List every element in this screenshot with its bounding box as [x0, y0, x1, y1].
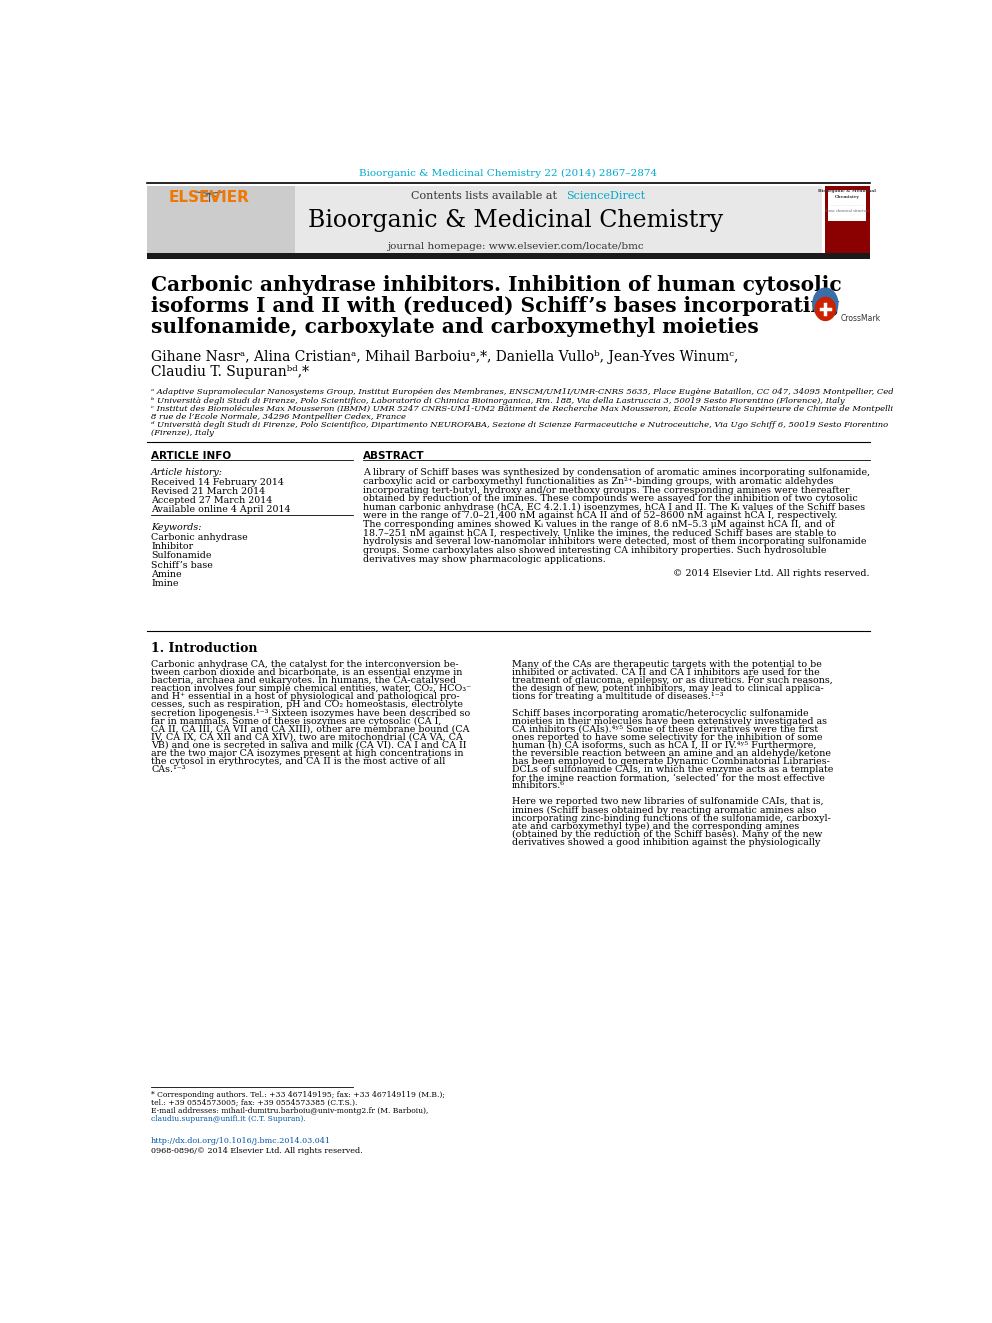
Text: Here we reported two new libraries of sulfonamide CAIs, that is,: Here we reported two new libraries of su… — [512, 798, 823, 807]
Text: claudiu.supuran@unifi.it (C.T. Supuran).: claudiu.supuran@unifi.it (C.T. Supuran). — [151, 1115, 306, 1123]
Text: journal homepage: www.elsevier.com/locate/bmc: journal homepage: www.elsevier.com/locat… — [387, 242, 644, 251]
Text: Bioorganic & Medicinal Chemistry: Bioorganic & Medicinal Chemistry — [308, 209, 723, 232]
Text: IV, CA IX, CA XII and CA XIV), two are mitochondrial (CA VA, CA: IV, CA IX, CA XII and CA XIV), two are m… — [151, 733, 463, 742]
Bar — [825, 185, 870, 254]
Text: ᵃ Adaptive Supramolecular Nanosystems Group, Institut Européen des Membranes, EN: ᵃ Adaptive Supramolecular Nanosystems Gr… — [151, 388, 946, 396]
Text: ARTICLE INFO: ARTICLE INFO — [151, 451, 231, 460]
Text: 8 rue de l’Ecole Normale, 34296 Montpellier Cedex, France: 8 rue de l’Ecole Normale, 34296 Montpell… — [151, 413, 406, 421]
Text: the reversible reaction between an amine and an aldehyde/ketone: the reversible reaction between an amine… — [512, 749, 830, 758]
Text: carboxylic acid or carboxymethyl functionalities as Zn²⁺-binding groups, with ar: carboxylic acid or carboxymethyl functio… — [363, 476, 833, 486]
Text: cesses, such as respiration, pH and CO₂ homeostasis, electrolyte: cesses, such as respiration, pH and CO₂ … — [151, 700, 463, 709]
Text: DCLs of sulfonamide CAIs, in which the enzyme acts as a template: DCLs of sulfonamide CAIs, in which the e… — [512, 765, 833, 774]
Text: derivatives showed a good inhibition against the physiologically: derivatives showed a good inhibition aga… — [512, 837, 819, 847]
Text: CA II, CA III, CA VII and CA XIII), other are membrane bound (CA: CA II, CA III, CA VII and CA XIII), othe… — [151, 725, 469, 734]
Text: Carbonic anhydrase: Carbonic anhydrase — [151, 533, 248, 542]
Text: ᶜ Institut des Biomolécules Max Mousseron (IBMM) UMR 5247 CNRS-UM1-UM2 Bâtiment : ᶜ Institut des Biomolécules Max Moussero… — [151, 405, 904, 413]
Text: ELSEVIER: ELSEVIER — [169, 189, 250, 205]
Bar — [147, 185, 821, 254]
Text: moieties in their molecules have been extensively investigated as: moieties in their molecules have been ex… — [512, 717, 826, 725]
Text: were in the range of 7.0–21,400 nM against hCA II and of 52–8600 nM against hCA : were in the range of 7.0–21,400 nM again… — [363, 512, 837, 520]
Text: tions for treating a multitude of diseases.¹⁻³: tions for treating a multitude of diseas… — [512, 692, 723, 701]
Text: ABSTRACT: ABSTRACT — [363, 451, 425, 460]
Text: Schiff’s base: Schiff’s base — [151, 561, 213, 570]
Text: secretion lipogenesis.¹⁻³ Sixteen isozymes have been described so: secretion lipogenesis.¹⁻³ Sixteen isozym… — [151, 709, 470, 717]
Text: Bioorganic & Medicinal: Bioorganic & Medicinal — [818, 189, 876, 193]
Text: Amine: Amine — [151, 570, 182, 579]
Text: ate and carboxymethyl type) and the corresponding amines: ate and carboxymethyl type) and the corr… — [512, 822, 799, 831]
Ellipse shape — [813, 288, 838, 319]
Text: The corresponding amines showed Kᵢ values in the range of 8.6 nM–5.3 μM against : The corresponding amines showed Kᵢ value… — [363, 520, 834, 529]
Text: Sulfonamide: Sulfonamide — [151, 552, 211, 561]
Text: CrossMark: CrossMark — [841, 314, 881, 323]
Text: 18.7–251 nM against hCA I, respectively. Unlike the imines, the reduced Schiff b: 18.7–251 nM against hCA I, respectively.… — [363, 529, 836, 537]
Text: © 2014 Elsevier Ltd. All rights reserved.: © 2014 Elsevier Ltd. All rights reserved… — [673, 569, 870, 578]
Text: treatment of glaucoma, epilepsy, or as diuretics. For such reasons,: treatment of glaucoma, epilepsy, or as d… — [512, 676, 832, 685]
Text: human (h) CA isoforms, such as hCA I, II or IV.⁴ʸ⁵ Furthermore,: human (h) CA isoforms, such as hCA I, II… — [512, 741, 815, 750]
Text: Article history:: Article history: — [151, 468, 223, 478]
Text: ones reported to have some selectivity for the inhibition of some: ones reported to have some selectivity f… — [512, 733, 822, 742]
Text: tel.: +39 0554573005; fax: +39 0554573385 (C.T.S.).: tel.: +39 0554573005; fax: +39 055457338… — [151, 1099, 357, 1107]
Text: Chemistry: Chemistry — [834, 194, 859, 198]
Text: far in mammals. Some of these isozymes are cytosolic (CA I,: far in mammals. Some of these isozymes a… — [151, 717, 441, 726]
Text: the design of new, potent inhibitors, may lead to clinical applica-: the design of new, potent inhibitors, ma… — [512, 684, 823, 693]
Text: 1. Introduction: 1. Introduction — [151, 643, 258, 655]
Text: sulfonamide, carboxylate and carboxymethyl moieties: sulfonamide, carboxylate and carboxymeth… — [151, 316, 759, 336]
Text: ___________________: ___________________ — [830, 202, 864, 206]
Text: Carbonic anhydrase inhibitors. Inhibition of human cytosolic: Carbonic anhydrase inhibitors. Inhibitio… — [151, 275, 842, 295]
Text: Bioorganic & Medicinal Chemistry 22 (2014) 2867–2874: Bioorganic & Medicinal Chemistry 22 (201… — [359, 169, 658, 177]
Text: Contents lists available at: Contents lists available at — [411, 191, 560, 201]
Text: ᵈ Università degli Studi di Firenze, Polo Scientifico, Dipartimento NEUROFABA, S: ᵈ Università degli Studi di Firenze, Pol… — [151, 421, 888, 430]
Text: E-mail addresses: mihail-dumitru.barboiu@univ-montg2.fr (M. Barboiu),: E-mail addresses: mihail-dumitru.barboiu… — [151, 1107, 429, 1115]
Text: Available online 4 April 2014: Available online 4 April 2014 — [151, 505, 291, 515]
Text: Revised 21 March 2014: Revised 21 March 2014 — [151, 487, 265, 496]
Text: human carbonic anhydrase (hCA, EC 4.2.1.1) isoenzymes, hCA I and II. The Kᵢ valu: human carbonic anhydrase (hCA, EC 4.2.1.… — [363, 503, 865, 512]
Text: Gihane Nasrᵃ, Alina Cristianᵃ, Mihail Barboiuᵃ,*, Daniella Vulloᵇ, Jean-Yves Win: Gihane Nasrᵃ, Alina Cristianᵃ, Mihail Ba… — [151, 349, 738, 364]
Text: inhibitors.⁶: inhibitors.⁶ — [512, 782, 564, 790]
Ellipse shape — [815, 298, 835, 320]
Text: are the two major CA isozymes present at high concentrations in: are the two major CA isozymes present at… — [151, 749, 463, 758]
Text: CAs.¹⁻³: CAs.¹⁻³ — [151, 765, 186, 774]
Text: reaction involves four simple chemical entities, water, CO₂, HCO₃⁻: reaction involves four simple chemical e… — [151, 684, 471, 693]
Text: (Firenze), Italy: (Firenze), Italy — [151, 429, 214, 437]
Text: Some chemical structure: Some chemical structure — [824, 209, 869, 213]
Text: derivatives may show pharmacologic applications.: derivatives may show pharmacologic appli… — [363, 554, 605, 564]
Text: obtained by reduction of the imines. These compounds were assayed for the inhibi: obtained by reduction of the imines. The… — [363, 495, 857, 503]
Text: has been employed to generate Dynamic Combinatorial Libraries-: has been employed to generate Dynamic Co… — [512, 757, 829, 766]
Text: CA inhibitors (CAIs).⁴ʸ⁵ Some of these derivatives were the first: CA inhibitors (CAIs).⁴ʸ⁵ Some of these d… — [512, 725, 817, 734]
Text: Imine: Imine — [151, 579, 179, 589]
Text: ScienceDirect: ScienceDirect — [565, 191, 645, 201]
Text: hydrolysis and several low-nanomolar inhibitors were detected, most of them inco: hydrolysis and several low-nanomolar inh… — [363, 537, 866, 546]
Text: (obtained by the reduction of the Schiff bases). Many of the new: (obtained by the reduction of the Schiff… — [512, 830, 822, 839]
Text: http://dx.doi.org/10.1016/j.bmc.2014.03.041: http://dx.doi.org/10.1016/j.bmc.2014.03.… — [151, 1138, 331, 1146]
Text: Schiff bases incorporating aromatic/heterocyclic sulfonamide: Schiff bases incorporating aromatic/hete… — [512, 709, 808, 717]
Text: Many of the CAs are therapeutic targets with the potential to be: Many of the CAs are therapeutic targets … — [512, 660, 821, 669]
Text: Accepted 27 March 2014: Accepted 27 March 2014 — [151, 496, 273, 505]
Text: ᵇ Università degli Studi di Firenze, Polo Scientifico, Laboratorio di Chimica Bi: ᵇ Università degli Studi di Firenze, Pol… — [151, 397, 845, 405]
Text: inhibited or activated. CA II and CA I inhibitors are used for the: inhibited or activated. CA II and CA I i… — [512, 668, 819, 677]
Text: Keywords:: Keywords: — [151, 523, 201, 532]
Text: VB) and one is secreted in saliva and milk (CA VI). CA I and CA II: VB) and one is secreted in saliva and mi… — [151, 741, 466, 750]
Text: A library of Schiff bases was synthesized by condensation of aromatic amines inc: A library of Schiff bases was synthesize… — [363, 468, 870, 478]
Text: Inhibitor: Inhibitor — [151, 542, 193, 552]
Bar — [828, 189, 866, 221]
Text: Carbonic anhydrase CA, the catalyst for the interconversion be-: Carbonic anhydrase CA, the catalyst for … — [151, 660, 458, 669]
Text: Received 14 February 2014: Received 14 February 2014 — [151, 478, 284, 487]
Text: incorporating tert-butyl, hydroxy and/or methoxy groups. The corresponding amine: incorporating tert-butyl, hydroxy and/or… — [363, 486, 849, 495]
Text: the cytosol in erythrocytes, and CA II is the most active of all: the cytosol in erythrocytes, and CA II i… — [151, 757, 445, 766]
Bar — [147, 253, 870, 259]
Text: * Corresponding authors. Tel.: +33 467149195; fax: +33 467149119 (M.B.);: * Corresponding authors. Tel.: +33 46714… — [151, 1091, 445, 1099]
Bar — [147, 185, 295, 254]
Text: imines (Schiff bases obtained by reacting aromatic amines also: imines (Schiff bases obtained by reactin… — [512, 806, 816, 815]
Text: groups. Some carboxylates also showed interesting CA inhibitory properties. Such: groups. Some carboxylates also showed in… — [363, 546, 826, 554]
Text: 0968-0896/© 2014 Elsevier Ltd. All rights reserved.: 0968-0896/© 2014 Elsevier Ltd. All right… — [151, 1147, 363, 1155]
Text: isoforms I and II with (reduced) Schiff’s bases incorporating: isoforms I and II with (reduced) Schiff’… — [151, 296, 839, 316]
Text: for the imine reaction formation, ‘selected’ for the most effective: for the imine reaction formation, ‘selec… — [512, 773, 824, 782]
Text: and H⁺ essential in a host of physiological and pathological pro-: and H⁺ essential in a host of physiologi… — [151, 692, 459, 701]
Text: incorporating zinc-binding functions of the sulfonamide, carboxyl-: incorporating zinc-binding functions of … — [512, 814, 830, 823]
Text: tween carbon dioxide and bicarbonate, is an essential enzyme in: tween carbon dioxide and bicarbonate, is… — [151, 668, 462, 677]
Text: Claudiu T. Supuranᵇᵈ,*: Claudiu T. Supuranᵇᵈ,* — [151, 365, 310, 380]
Text: bacteria, archaea and eukaryotes. In humans, the CA-catalysed: bacteria, archaea and eukaryotes. In hum… — [151, 676, 456, 685]
